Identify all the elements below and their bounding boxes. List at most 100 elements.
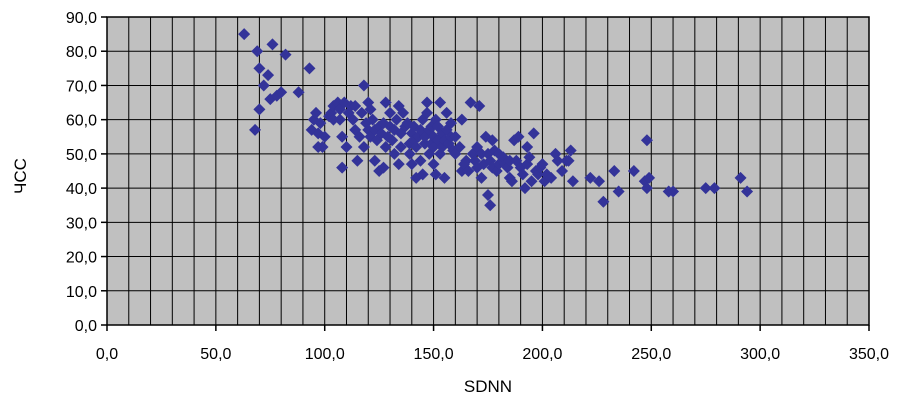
data-point: [545, 171, 558, 184]
data-point: [314, 117, 327, 130]
data-point: [353, 130, 366, 143]
data-point: [384, 106, 397, 119]
data-point: [741, 185, 754, 198]
data-point: [627, 165, 640, 177]
data-point: [512, 130, 525, 143]
data-point: [708, 182, 721, 195]
data-point: [366, 113, 379, 126]
data-point: [429, 168, 442, 181]
data-point: [238, 28, 251, 41]
data-point: [414, 154, 427, 167]
data-point: [556, 165, 569, 177]
y-tick-label: 60,0: [66, 113, 97, 130]
data-point: [368, 154, 381, 167]
data-point: [257, 79, 270, 92]
data-point: [336, 161, 349, 174]
data-point: [303, 62, 316, 75]
y-tick-label: 80,0: [66, 44, 97, 61]
data-point: [390, 113, 403, 126]
data-point: [486, 134, 499, 147]
data-point: [564, 144, 577, 157]
data-point: [386, 134, 399, 147]
data-point: [253, 62, 266, 75]
data-point: [434, 96, 447, 109]
x-tick-label: 200,0: [522, 346, 562, 363]
data-point: [643, 171, 656, 184]
data-points: [238, 28, 754, 212]
data-point: [251, 45, 264, 58]
y-tick-label: 50,0: [66, 147, 97, 164]
data-point: [351, 154, 364, 167]
plot-border: [106, 16, 870, 326]
data-point: [473, 99, 486, 112]
data-point: [403, 147, 416, 160]
data-point: [410, 141, 423, 154]
data-point: [440, 106, 453, 119]
y-tick-label: 90,0: [66, 10, 97, 27]
y-tick-label: 20,0: [66, 250, 97, 267]
data-point: [279, 48, 292, 61]
data-point: [460, 154, 473, 167]
y-tick-label: 30,0: [66, 215, 97, 232]
data-point: [340, 141, 353, 154]
data-point: [333, 113, 346, 126]
data-point: [421, 106, 434, 119]
data-point: [444, 117, 457, 130]
data-point: [484, 199, 497, 212]
x-tick-label: 50,0: [200, 346, 231, 363]
data-point: [275, 86, 288, 99]
data-point: [379, 141, 392, 154]
y-tick-label: 0,0: [75, 318, 97, 335]
data-point: [503, 154, 516, 167]
x-tick-label: 0,0: [96, 346, 118, 363]
data-point: [388, 147, 401, 160]
x-axis-ticks: 0,0 50,0 100,0 150,0 200,0 250,0 300,0 350,0: [96, 325, 889, 363]
data-point: [584, 171, 597, 184]
data-point: [516, 168, 529, 181]
data-point: [253, 103, 266, 116]
plot-area: [107, 17, 869, 325]
data-point: [551, 154, 564, 167]
data-point: [482, 188, 494, 201]
x-tick-label: 350,0: [849, 346, 889, 363]
data-point: [327, 113, 340, 126]
y-axis-title: ЧСС: [11, 158, 30, 194]
data-point: [667, 185, 680, 198]
data-point: [608, 165, 621, 177]
data-point: [421, 96, 434, 109]
data-point: [418, 137, 431, 150]
data-point: [355, 106, 368, 119]
data-point: [699, 182, 712, 195]
grid: [107, 17, 869, 325]
data-point: [566, 175, 579, 188]
data-point: [318, 130, 331, 143]
data-point: [525, 175, 538, 188]
data-point: [475, 147, 488, 160]
data-point: [392, 158, 405, 171]
data-point: [336, 130, 349, 143]
data-point: [357, 141, 370, 154]
data-point: [394, 141, 407, 154]
x-tick-label: 150,0: [414, 346, 454, 363]
x-axis-title: SDNN: [464, 377, 512, 396]
x-tick-label: 100,0: [305, 346, 345, 363]
axes-frame: [106, 16, 870, 326]
data-point: [597, 195, 610, 208]
y-tick-label: 70,0: [66, 78, 97, 95]
data-point: [612, 185, 625, 198]
data-point: [357, 79, 370, 92]
data-point: [379, 96, 392, 109]
data-point: [562, 154, 575, 167]
data-point: [464, 96, 477, 109]
data-point: [462, 165, 475, 177]
data-point: [416, 168, 429, 181]
data-point: [397, 106, 410, 119]
data-point: [262, 69, 275, 82]
data-point: [593, 175, 606, 188]
data-point: [266, 38, 279, 51]
y-axis-ticks: 0,0 10,0 20,0 30,0 40,0 50,0 60,0 70,0 80,0 90,0: [66, 10, 107, 335]
data-point: [405, 158, 418, 171]
data-point: [536, 158, 549, 171]
data-point: [640, 134, 653, 147]
